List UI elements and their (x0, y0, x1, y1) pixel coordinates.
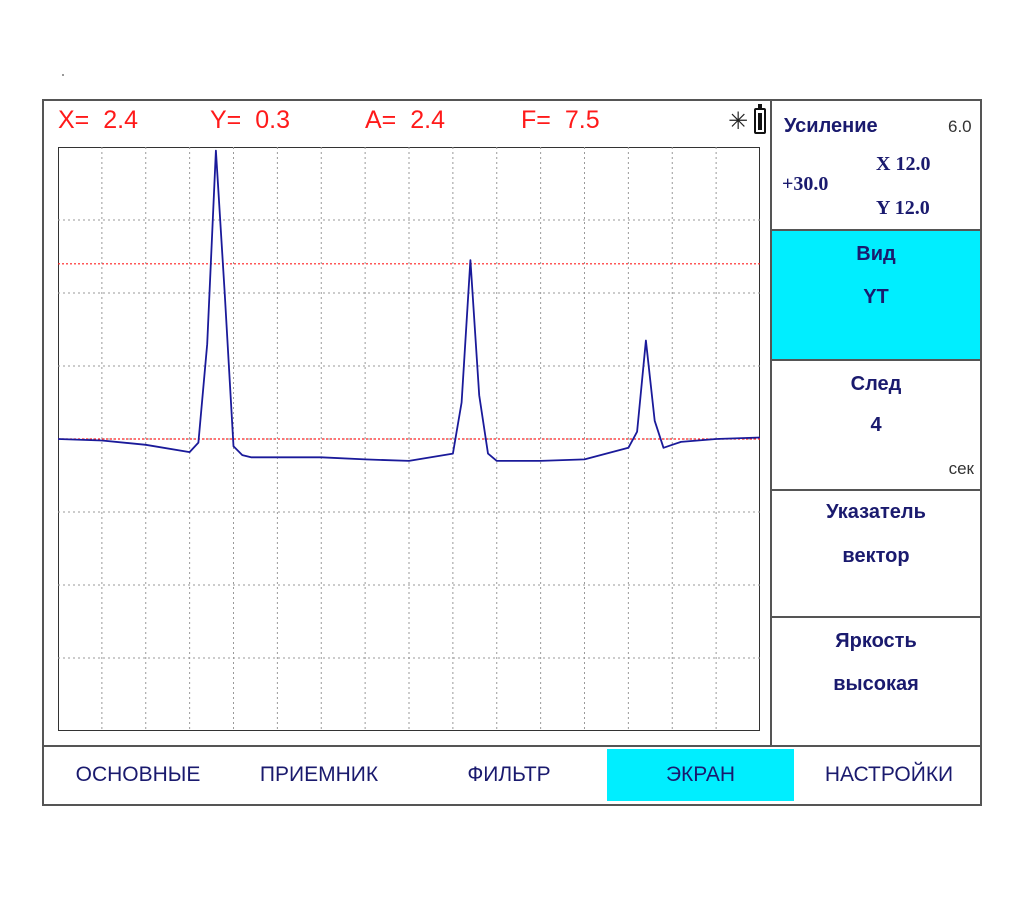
stray-dot (62, 74, 64, 76)
trace-panel[interactable]: След 4 сек (772, 361, 980, 491)
view-title: Вид (856, 243, 896, 265)
threshold-lines (58, 263, 760, 440)
trace-unit: сек (948, 459, 974, 478)
instrument-screen: X= 2.4 Y= 0.3 A= 2.4 F= 7.5 ✳ Усиление 6.0 +… (42, 99, 982, 806)
brightness-panel[interactable]: Яркость высокая (772, 618, 980, 745)
pointer-value: вектор (842, 545, 910, 567)
gain-total: +30.0 (782, 173, 829, 195)
gain-step: 6.0 (948, 117, 972, 136)
gain-title: Усиление (784, 115, 878, 137)
brightness-value: высокая (833, 673, 919, 695)
f-readout: F= 7.5 (521, 106, 600, 134)
star-icon: ✳ (728, 107, 749, 135)
trace-value: 4 (870, 414, 882, 436)
trace-title: След (850, 373, 902, 395)
tab-filter[interactable]: ФИЛЬТР (467, 763, 551, 786)
y-readout: Y= 0.3 (210, 106, 291, 134)
gain-y: Y 12.0 (876, 197, 930, 219)
tab-main[interactable]: ОСНОВНЫЕ (75, 763, 201, 786)
bottom-menu: ОСНОВНЫЕ ПРИЕМНИК ФИЛЬТР ЭКРАН НАСТРОЙКИ (44, 745, 980, 804)
battery-icon (754, 104, 766, 134)
tab-receiver[interactable]: ПРИЕМНИК (259, 763, 379, 786)
gain-panel[interactable]: Усиление 6.0 +30.0 X 12.0 Y 12.0 (772, 101, 980, 231)
signal-plot[interactable] (58, 147, 760, 731)
gain-x: X 12.0 (876, 153, 931, 175)
a-readout: A= 2.4 (365, 106, 446, 134)
pointer-panel[interactable]: Указатель вектор (772, 491, 980, 618)
measurement-readout: X= 2.4 Y= 0.3 A= 2.4 F= 7.5 ✳ (44, 101, 770, 147)
view-value: YT (863, 286, 889, 308)
tab-settings[interactable]: НАСТРОЙКИ (824, 763, 954, 786)
brightness-title: Яркость (835, 630, 917, 652)
signal-trace (58, 149, 760, 462)
pointer-title: Указатель (826, 501, 926, 523)
tab-screen[interactable]: ЭКРАН (607, 749, 794, 801)
x-readout: X= 2.4 (58, 106, 139, 134)
view-panel[interactable]: Вид YT (772, 231, 980, 361)
sidebar: Усиление 6.0 +30.0 X 12.0 Y 12.0 Вид YT … (770, 101, 980, 745)
